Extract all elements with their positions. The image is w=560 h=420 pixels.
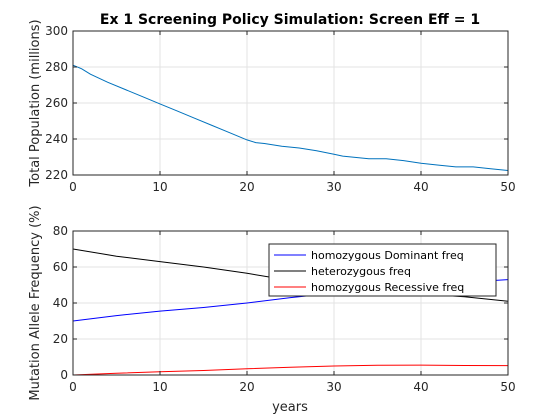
allele-y-tick-label: 60 [53, 260, 68, 274]
population-axes: 0 10 20 30 40 50 220 240 260 280 300 Ex 1 Screenin… [28, 12, 516, 194]
population-y-tick-label: 220 [45, 168, 68, 182]
legend: homozygous Dominant freq heterozygous fre… [268, 243, 497, 297]
allele-x-tick-label: 10 [152, 380, 167, 394]
population-x-tick-label: 30 [326, 180, 341, 194]
legend-box [268, 243, 497, 297]
allele-y-tick-label: 0 [60, 368, 68, 382]
allele-frequency-axes: 0 10 20 30 40 50 0 20 40 60 80 years Mutation Alle… [28, 205, 516, 415]
population-x-tick-label: 40 [413, 180, 428, 194]
population-y-tick-label: 240 [45, 132, 68, 146]
allele-ticks: 0 10 20 30 40 50 0 20 40 60 80 [53, 224, 516, 394]
allele-y-tick-label: 80 [53, 224, 68, 238]
population-ticks: 0 10 20 30 40 50 220 240 260 280 300 [45, 24, 516, 194]
allele-x-tick-label: 50 [500, 380, 515, 394]
allele-x-tick-label: 40 [413, 380, 428, 394]
homozygous-recessive-freq-line [72, 364, 509, 376]
allele-y-tick-label: 20 [53, 332, 68, 346]
legend-label: heterozygous freq [311, 265, 411, 278]
population-y-tick-label: 280 [45, 60, 68, 74]
population-y-tick-label: 260 [45, 96, 68, 110]
population-x-tick-label: 20 [239, 180, 254, 194]
legend-label: homozygous Dominant freq [311, 249, 464, 262]
population-x-tick-label: 10 [152, 180, 167, 194]
chart-title: Ex 1 Screening Policy Simulation: Screen… [100, 12, 480, 28]
population-x-tick-label: 50 [500, 180, 515, 194]
population-lines [72, 64, 509, 171]
allele-y-tick-label: 40 [53, 296, 68, 310]
population-x-tick-label: 0 [69, 180, 77, 194]
population-grid [73, 31, 508, 175]
population-y-tick-label: 300 [45, 24, 68, 38]
allele-x-tick-label: 0 [69, 380, 77, 394]
population-line [72, 64, 509, 171]
x-axis-label: years [272, 400, 308, 415]
allele-y-axis-label: Mutation Allele Frequency (%) [28, 205, 43, 400]
legend-items: homozygous Dominant freq heterozygous fre… [274, 249, 464, 294]
allele-x-tick-label: 20 [239, 380, 254, 394]
legend-label: homozygous Recessive freq [311, 281, 464, 294]
population-y-axis-label: Total Population (millions) [28, 19, 43, 187]
allele-x-tick-label: 30 [326, 380, 341, 394]
